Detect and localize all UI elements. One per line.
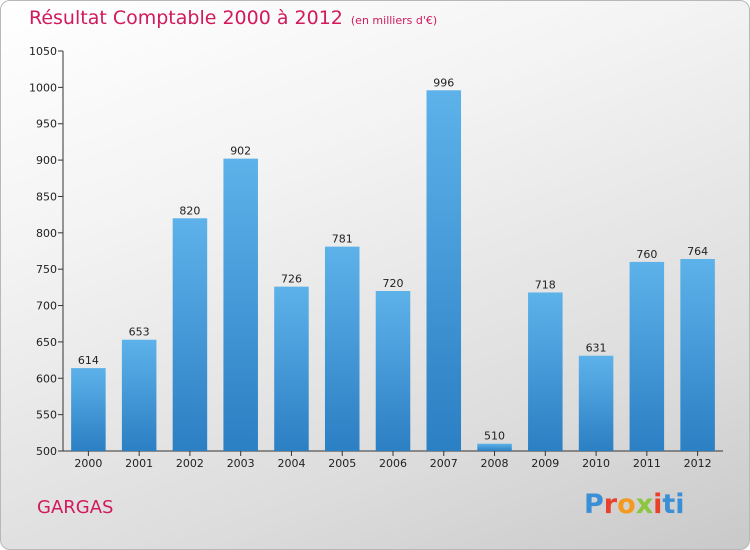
y-tick-label: 850 bbox=[36, 190, 57, 203]
x-tick-label: 2010 bbox=[582, 457, 610, 470]
y-tick-label: 900 bbox=[36, 154, 57, 167]
bar-value-label: 718 bbox=[535, 278, 556, 291]
y-tick-label: 700 bbox=[36, 300, 57, 313]
x-tick-label: 2011 bbox=[633, 457, 661, 470]
bar-2001 bbox=[121, 339, 157, 451]
y-tick-label: 1000 bbox=[29, 81, 57, 94]
y-tick-label: 650 bbox=[36, 336, 57, 349]
x-tick-label: 2012 bbox=[684, 457, 712, 470]
bar-2012 bbox=[680, 259, 715, 451]
chart-title: Résultat Comptable 2000 à 2012 (en millie… bbox=[29, 7, 437, 29]
bar-2007 bbox=[426, 90, 462, 451]
bar-value-label: 631 bbox=[586, 342, 607, 355]
y-tick-label: 500 bbox=[36, 445, 57, 458]
y-tick-label: 950 bbox=[36, 118, 57, 131]
logo-letter: P bbox=[584, 489, 604, 520]
logo-letter: r bbox=[603, 489, 618, 520]
x-tick-label: 2009 bbox=[531, 457, 559, 470]
town-name: GARGAS bbox=[37, 497, 114, 518]
chart-subtitle: (en milliers d'€) bbox=[350, 14, 438, 27]
bar-value-label: 996 bbox=[433, 76, 454, 89]
bar-2002 bbox=[172, 218, 208, 451]
bar-value-label: 902 bbox=[230, 145, 251, 158]
y-tick-label: 800 bbox=[36, 227, 57, 240]
bar-value-label: 614 bbox=[78, 354, 99, 367]
bar-2011 bbox=[629, 261, 665, 451]
bar-2010 bbox=[578, 355, 614, 451]
bar-2006 bbox=[375, 291, 411, 451]
bar-2009 bbox=[528, 292, 563, 451]
bar-value-label: 720 bbox=[383, 277, 404, 290]
bar-value-label: 781 bbox=[332, 233, 353, 246]
logo-letter: t bbox=[662, 489, 676, 520]
x-tick-label: 2004 bbox=[277, 457, 305, 470]
x-tick-label: 2003 bbox=[227, 457, 255, 470]
logo-letter: o bbox=[617, 489, 636, 520]
chart-title-text: Résultat Comptable 2000 à 2012 bbox=[29, 7, 343, 29]
bar-2008 bbox=[477, 443, 512, 451]
x-tick-label: 2005 bbox=[328, 457, 356, 470]
logo-letter: x bbox=[635, 489, 654, 520]
bar-value-label: 764 bbox=[687, 245, 708, 258]
y-tick-label: 750 bbox=[36, 263, 57, 276]
bar-value-label: 653 bbox=[129, 326, 150, 339]
x-tick-label: 2000 bbox=[74, 457, 102, 470]
x-tick-label: 2001 bbox=[125, 457, 153, 470]
y-tick-label: 600 bbox=[36, 372, 57, 385]
bar-2003 bbox=[223, 158, 258, 452]
x-tick-label: 2002 bbox=[176, 457, 204, 470]
bar-2004 bbox=[274, 286, 309, 451]
bar-2005 bbox=[324, 246, 360, 451]
logo-letter: i bbox=[675, 489, 685, 520]
x-tick-label: 2008 bbox=[481, 457, 509, 470]
bar-value-label: 760 bbox=[636, 248, 657, 261]
bar-value-label: 726 bbox=[281, 273, 302, 286]
logo-letter: i bbox=[653, 489, 663, 520]
bar-value-label: 820 bbox=[179, 204, 200, 217]
y-tick-label: 1050 bbox=[29, 45, 57, 58]
bar-2000 bbox=[71, 368, 106, 451]
bar-value-label: 510 bbox=[484, 430, 505, 443]
proxiti-logo: Proxiti bbox=[584, 489, 685, 520]
y-tick-label: 550 bbox=[36, 409, 57, 422]
x-tick-label: 2006 bbox=[379, 457, 407, 470]
x-tick-label: 2007 bbox=[430, 457, 458, 470]
